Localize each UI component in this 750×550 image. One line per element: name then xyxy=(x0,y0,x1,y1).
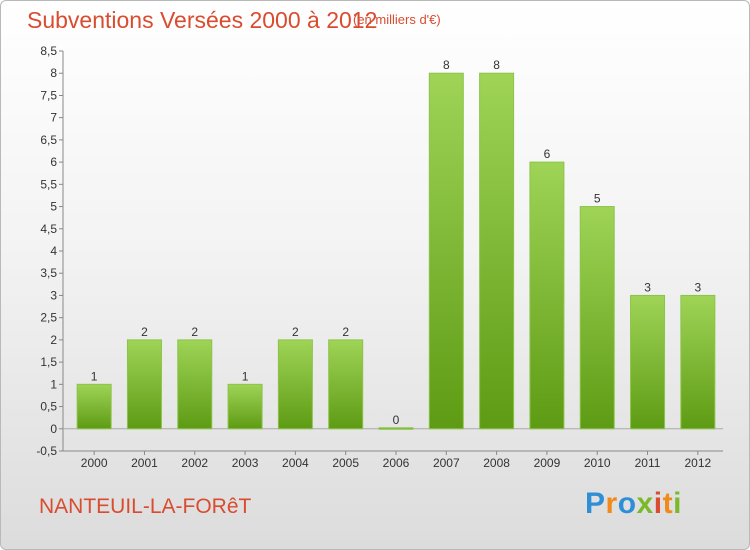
y-tick-label: 0,5 xyxy=(40,400,57,414)
value-label: 3 xyxy=(695,280,702,294)
bar xyxy=(680,294,716,430)
y-tick-label: 3 xyxy=(50,288,57,302)
y-tick-label: 7 xyxy=(50,111,57,125)
y-tick-label: 8 xyxy=(50,66,57,80)
value-label: 2 xyxy=(292,325,299,339)
x-tick-label: 2012 xyxy=(684,456,711,470)
y-tick-label: 1 xyxy=(50,377,57,391)
bar xyxy=(479,72,515,430)
value-label: 3 xyxy=(644,280,651,294)
logo-letter: t xyxy=(662,487,674,520)
commune-name: NANTEUIL-LA-FORêT xyxy=(39,495,252,518)
value-label: 1 xyxy=(242,369,249,383)
value-label: 8 xyxy=(493,58,500,72)
bar xyxy=(428,72,464,430)
bar xyxy=(378,427,414,430)
logo-letter: x xyxy=(636,487,654,520)
value-label: 2 xyxy=(191,325,198,339)
x-tick-label: 2005 xyxy=(332,456,359,470)
bar xyxy=(529,161,565,430)
x-tick-label: 2000 xyxy=(81,456,108,470)
y-tick-label: 7,5 xyxy=(40,88,57,102)
y-tick-label: 5,5 xyxy=(40,177,57,191)
value-label: 2 xyxy=(141,325,148,339)
y-tick-label: 6 xyxy=(50,155,57,169)
bar xyxy=(177,339,213,430)
value-label: 5 xyxy=(594,192,601,206)
logo-letter: o xyxy=(617,487,637,520)
logo-letter: i xyxy=(653,487,663,520)
y-tick-label: 0 xyxy=(50,422,57,436)
x-tick-label: 2006 xyxy=(383,456,410,470)
value-label: 8 xyxy=(443,58,450,72)
y-tick-label: 1,5 xyxy=(40,355,57,369)
y-tick-label: -0,5 xyxy=(36,444,57,458)
y-tick-label: 4 xyxy=(50,244,57,258)
chart-title: Subventions Versées 2000 à 2012 xyxy=(27,7,378,33)
bar xyxy=(76,383,112,430)
y-tick-label: 3,5 xyxy=(40,266,57,280)
x-tick-label: 2011 xyxy=(635,456,661,470)
x-tick-label: 2001 xyxy=(131,456,158,470)
value-label: 2 xyxy=(342,325,349,339)
x-tick-label: 2009 xyxy=(534,456,561,470)
value-label: 1 xyxy=(91,369,98,383)
value-label: 6 xyxy=(544,147,551,161)
value-label: 0 xyxy=(393,413,400,427)
x-tick-label: 2003 xyxy=(232,456,259,470)
x-tick-label: 2007 xyxy=(433,456,460,470)
bar xyxy=(328,339,364,430)
y-tick-label: 2,5 xyxy=(40,311,57,325)
logo-letter: r xyxy=(605,487,618,520)
bar xyxy=(277,339,313,430)
bar xyxy=(630,294,666,430)
y-tick-label: 4,5 xyxy=(40,222,57,236)
y-tick-label: 2 xyxy=(50,333,57,347)
proxiti-logo: Proxiti xyxy=(585,487,682,521)
chart-unit: (en milliers d'€) xyxy=(353,12,441,27)
x-tick-label: 2010 xyxy=(584,456,611,470)
bar xyxy=(227,383,263,430)
bar xyxy=(126,339,162,430)
bar xyxy=(579,206,615,430)
y-tick-label: 8,5 xyxy=(40,44,57,58)
y-tick-label: 5 xyxy=(50,200,57,214)
logo-letter: i xyxy=(673,487,682,520)
y-tick-label: 6,5 xyxy=(40,133,57,147)
x-tick-label: 2004 xyxy=(282,456,309,470)
logo-letter: P xyxy=(585,487,606,520)
x-tick-label: 2008 xyxy=(483,456,510,470)
x-tick-label: 2002 xyxy=(181,456,208,470)
